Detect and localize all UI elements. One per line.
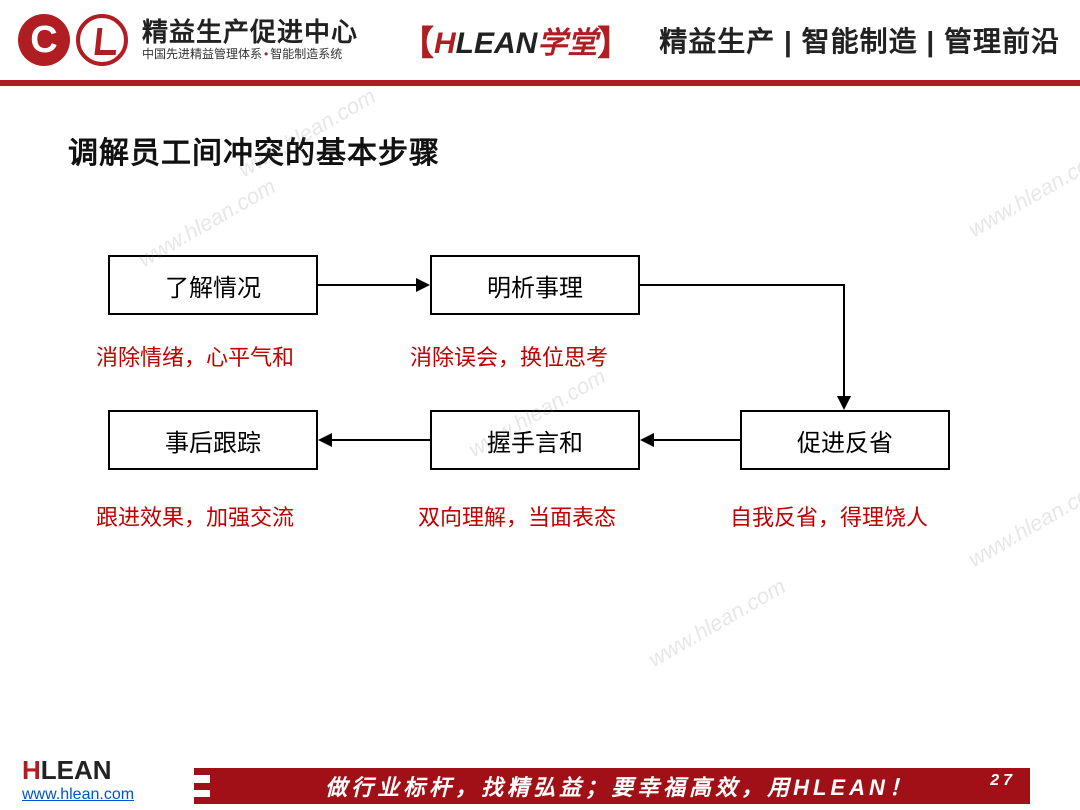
footer-url[interactable]: www.hlean.com — [22, 786, 134, 804]
flow-node-n1: 了解情况 — [108, 255, 318, 315]
arrow-n3-n4-head-icon — [640, 433, 654, 447]
footer-left: HLEAN www.hlean.com — [22, 755, 134, 804]
footer-slogan: 做行业标杆，找精弘益；要幸福高效，用HLEAN！ — [325, 770, 915, 802]
flow-caption-n1: 消除情绪，心平气和 — [96, 340, 294, 372]
arrow-n1-n2-head-icon — [416, 278, 430, 292]
flow-caption-n4: 双向理解，当面表态 — [418, 500, 616, 532]
flow-node-n3: 促进反省 — [740, 410, 950, 470]
arrow-n4-n5-head-icon — [318, 433, 332, 447]
arrow-n2-n3-h — [640, 284, 845, 286]
flow-node-n5: 事后跟踪 — [108, 410, 318, 470]
flowchart: 了解情况 明析事理 促进反省 握手言和 事后跟踪 消除情绪，心平气和 消除误会，… — [0, 0, 1080, 810]
footer: HLEAN www.hlean.com 做行业标杆，找精弘益；要幸福高效，用HL… — [0, 754, 1080, 810]
page-number: 27 — [990, 772, 1016, 790]
flow-caption-n5: 跟进效果，加强交流 — [96, 500, 294, 532]
flow-caption-n3: 自我反省，得理饶人 — [730, 500, 928, 532]
arrow-n2-n3-head-icon — [837, 396, 851, 410]
arrow-n2-n3-v — [843, 284, 845, 396]
arrow-n3-n4-line — [654, 439, 740, 441]
arrow-n1-n2-line — [318, 284, 416, 286]
footer-brand: HLEAN — [22, 755, 134, 786]
flow-node-n4: 握手言和 — [430, 410, 640, 470]
flow-caption-n2: 消除误会，换位思考 — [410, 340, 608, 372]
arrow-n4-n5-line — [332, 439, 430, 441]
flow-node-n2: 明析事理 — [430, 255, 640, 315]
footer-bar: 做行业标杆，找精弘益；要幸福高效，用HLEAN！ 27 — [210, 768, 1030, 804]
